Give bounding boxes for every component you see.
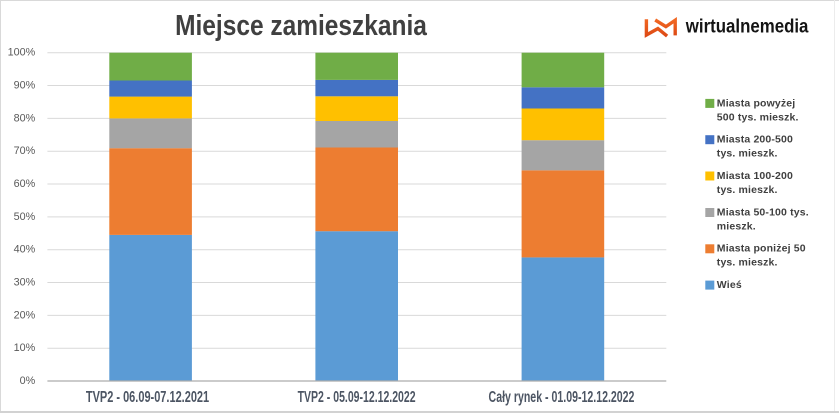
svg-text:TVP2 - 06.09-07.12.2021: TVP2 - 06.09-07.12.2021 [86, 388, 210, 405]
svg-text:Miasta 50-100 tys.: Miasta 50-100 tys. [717, 206, 809, 218]
svg-text:20%: 20% [14, 309, 36, 321]
svg-text:wirtualnemedia: wirtualnemedia [685, 15, 809, 36]
svg-text:100%: 100% [8, 47, 36, 59]
svg-text:Miasta 100-200: Miasta 100-200 [717, 170, 793, 182]
svg-text:Miasta poniżej 50: Miasta poniżej 50 [717, 243, 806, 255]
svg-text:80%: 80% [14, 112, 36, 124]
svg-text:60%: 60% [14, 178, 36, 190]
svg-text:90%: 90% [14, 80, 36, 92]
svg-text:40%: 40% [14, 244, 36, 256]
svg-text:30%: 30% [14, 277, 36, 289]
svg-text:Miasta 200-500: Miasta 200-500 [717, 134, 793, 146]
svg-text:70%: 70% [14, 145, 36, 157]
svg-text:TVP2 - 05.09-12.12.2022: TVP2 - 05.09-12.12.2022 [298, 388, 416, 406]
svg-text:tys. mieszk.: tys. mieszk. [717, 184, 778, 196]
svg-text:tys. mieszk.: tys. mieszk. [717, 257, 778, 269]
svg-text:tys. mieszk.: tys. mieszk. [717, 148, 778, 160]
svg-text:50%: 50% [14, 211, 36, 223]
svg-text:500 tys. mieszk.: 500 tys. mieszk. [717, 111, 799, 123]
svg-text:Cały rynek - 01.09-12.12.2022: Cały rynek - 01.09-12.12.2022 [489, 388, 635, 406]
svg-text:10%: 10% [14, 342, 36, 354]
svg-text:Wieś: Wieś [717, 279, 742, 291]
svg-text:Miasta powyżej: Miasta powyżej [717, 97, 796, 109]
svg-text:Miejsce zamieszkania: Miejsce zamieszkania [175, 9, 428, 41]
svg-text:0%: 0% [20, 375, 36, 387]
svg-text:mieszk.: mieszk. [717, 220, 756, 232]
